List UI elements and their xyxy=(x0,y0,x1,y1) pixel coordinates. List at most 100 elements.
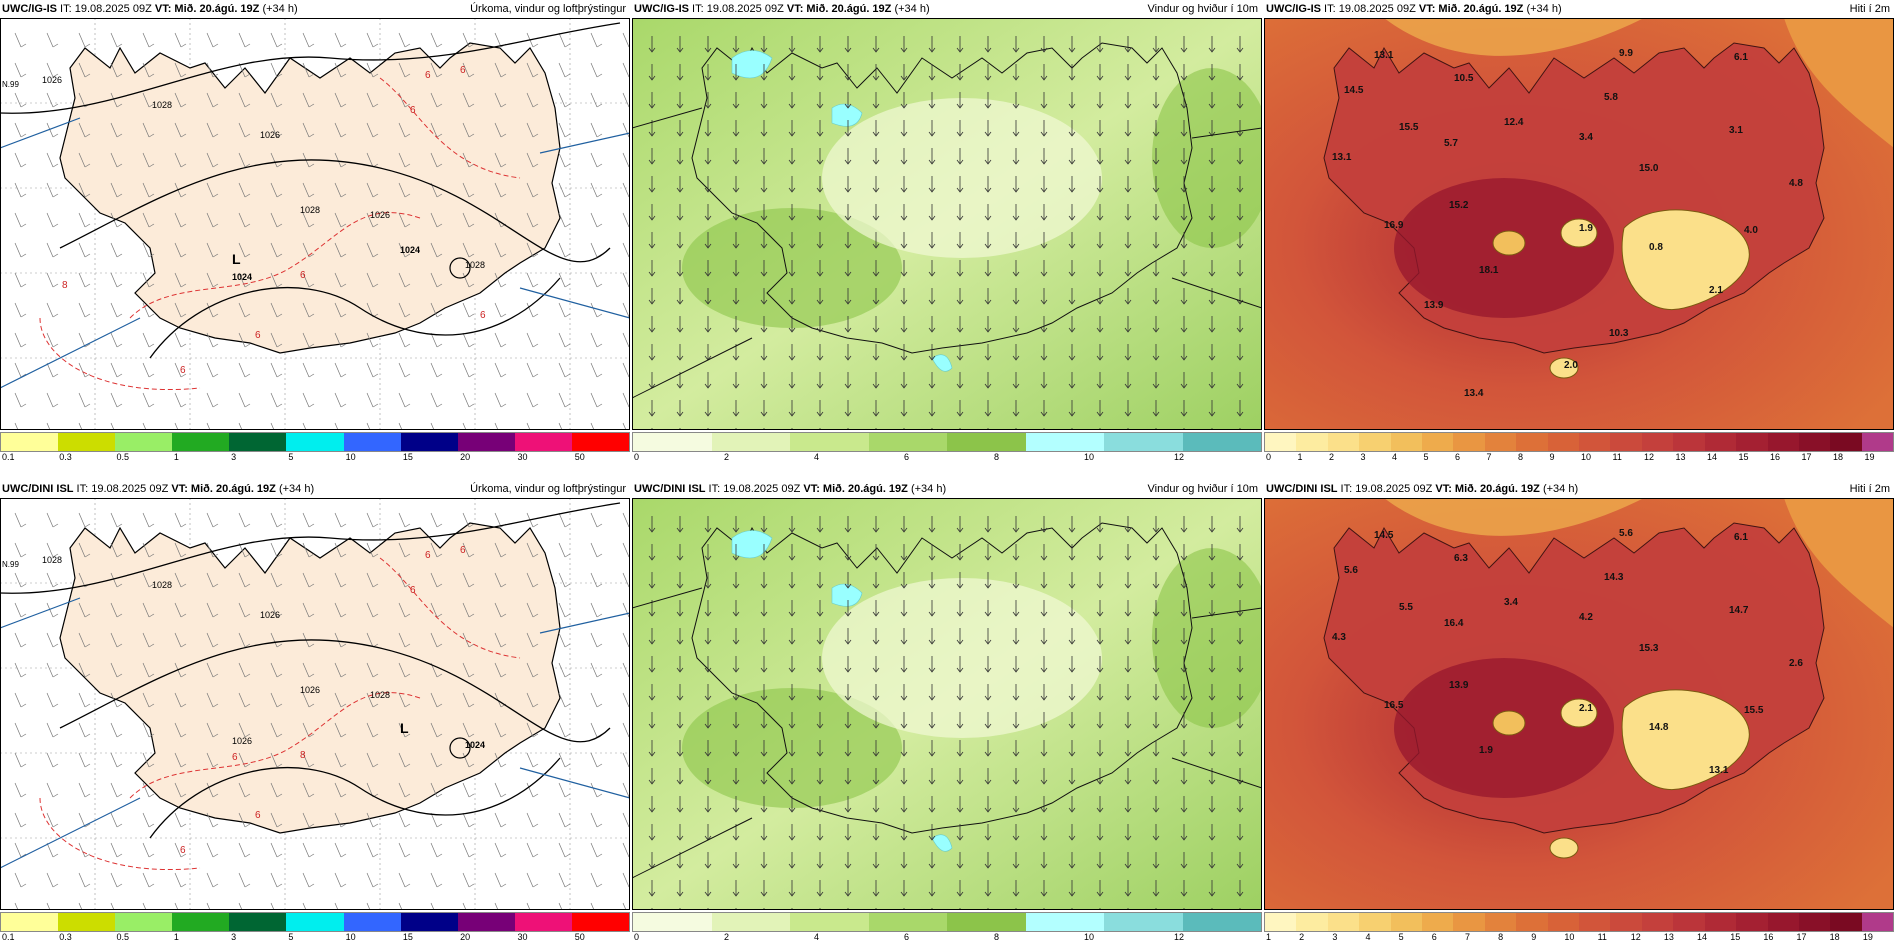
wind-barb xyxy=(430,422,435,430)
map-panel-precip: UWC/DINI ISL IT: 19.08.2025 09Z VT: Mið.… xyxy=(0,480,630,950)
wind-barb xyxy=(14,872,22,888)
scale-swatch xyxy=(286,433,344,451)
wind-barb xyxy=(590,92,598,108)
wind-barb xyxy=(430,212,438,228)
scale-tick-label: 19 xyxy=(1864,452,1875,462)
wind-barb xyxy=(78,32,86,48)
wind-barb xyxy=(110,872,118,888)
wind-barb xyxy=(206,512,214,528)
wind-barb xyxy=(622,632,630,648)
wind-barb xyxy=(334,242,342,258)
scale-swatch xyxy=(790,913,869,931)
wind-barb xyxy=(14,62,22,78)
wind-barb xyxy=(270,212,278,228)
scale-swatch xyxy=(1736,913,1768,931)
wind-barb xyxy=(14,722,22,738)
wind-barb xyxy=(270,362,278,378)
init-time: IT: 19.08.2025 09Z xyxy=(73,483,172,495)
wind-barb xyxy=(398,572,406,588)
wind-barb xyxy=(174,842,182,858)
wind-barb xyxy=(398,602,406,618)
wind-barb xyxy=(206,212,214,228)
lead-time: (+34 h) xyxy=(1523,3,1562,15)
wind-barb xyxy=(270,812,278,828)
scale-tick-label: 5 xyxy=(1423,452,1429,462)
wind-barb xyxy=(526,242,534,258)
lake xyxy=(931,354,953,372)
wind-barb xyxy=(558,782,566,798)
wind-barb xyxy=(302,812,310,828)
wind-barb xyxy=(462,152,470,168)
wind-barb xyxy=(366,662,374,678)
wind-barb xyxy=(142,752,150,768)
wind-barb xyxy=(78,692,86,708)
wind-barb xyxy=(462,62,470,78)
scale-swatch xyxy=(1265,433,1297,451)
wind-barb xyxy=(270,782,278,798)
temperature-label: 12.4 xyxy=(1504,117,1524,128)
scale-tick-label: 1 xyxy=(1297,452,1303,462)
wind-barb xyxy=(526,92,534,108)
wind-barb xyxy=(302,872,310,888)
wind-barb xyxy=(622,332,630,348)
wind-barb xyxy=(206,752,214,768)
wind-barb xyxy=(206,302,214,318)
wind-barb xyxy=(590,512,598,528)
wind-barb xyxy=(462,512,470,528)
scale-swatch xyxy=(1610,913,1642,931)
scale-swatch xyxy=(1296,913,1328,931)
wind-barb xyxy=(302,542,310,558)
wind-barb xyxy=(398,212,406,228)
temperature-label: 5.7 xyxy=(1444,138,1458,149)
scale-swatch xyxy=(1453,433,1485,451)
lake xyxy=(731,50,773,79)
wind-barb xyxy=(526,152,534,168)
wind-barb xyxy=(366,392,374,408)
scale-tick-label: 11 xyxy=(1612,452,1622,462)
wind-barb xyxy=(46,722,54,738)
color-scale-bar xyxy=(632,912,1262,932)
scale-swatch xyxy=(115,433,173,451)
wind-barb xyxy=(558,662,566,678)
scale-swatch xyxy=(1265,913,1297,931)
wind-barb xyxy=(558,752,566,768)
low-pressure-marker: L xyxy=(400,720,409,736)
wind-barb xyxy=(366,752,374,768)
temperature-label: 6.1 xyxy=(1734,52,1748,63)
wind-barb xyxy=(142,842,150,858)
scale-swatch xyxy=(633,913,712,931)
scale-swatch xyxy=(1767,913,1799,931)
isobar-label: 1024 xyxy=(465,740,485,750)
wind-barb xyxy=(430,92,438,108)
wind-barb xyxy=(334,182,342,198)
wind-barb xyxy=(622,152,630,168)
scale-tick-label: 10 xyxy=(1581,452,1592,462)
wind-barb xyxy=(526,62,534,78)
precip-label: 6 xyxy=(460,545,466,556)
wind-barb xyxy=(270,692,278,708)
model-name: UWC/IG-IS xyxy=(634,3,689,15)
iceland-coastline xyxy=(691,522,1193,834)
scale-tick-label: 0.3 xyxy=(59,932,72,942)
color-scale-bar xyxy=(1264,432,1894,452)
precip-label: 6 xyxy=(255,330,261,341)
wind-barb xyxy=(462,392,470,408)
wind-barb xyxy=(142,122,150,138)
scale-swatch xyxy=(1,433,59,451)
wind-barb xyxy=(142,92,150,108)
wind-barb xyxy=(334,392,342,408)
wind-barb xyxy=(462,122,470,138)
wind-barb xyxy=(110,242,118,258)
wind-barb xyxy=(302,272,310,288)
wind-barb xyxy=(46,32,54,48)
wind-barb xyxy=(494,332,502,348)
low-pressure-marker: L xyxy=(232,251,241,267)
map-panel-temp: UWC/DINI ISL IT: 19.08.2025 09Z VT: Mið.… xyxy=(1264,480,1894,950)
scale-tick-label: 9 xyxy=(1549,452,1555,462)
valid-time: VT: Mið. 20.ágú. 19Z xyxy=(171,483,276,495)
wind-barb xyxy=(462,872,470,888)
glacier xyxy=(1492,710,1526,736)
wind-barb xyxy=(558,842,566,858)
wind-barb xyxy=(430,632,438,648)
scale-swatch xyxy=(58,913,116,931)
